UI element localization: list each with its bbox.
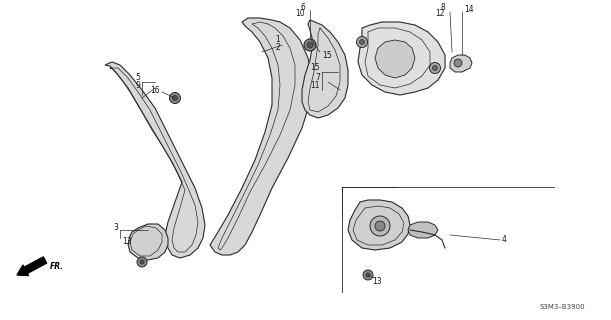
Text: 15: 15 [310, 63, 320, 73]
Text: 12: 12 [436, 10, 445, 19]
Circle shape [363, 270, 373, 280]
FancyArrow shape [17, 257, 46, 276]
Text: 5: 5 [135, 74, 140, 83]
Polygon shape [105, 62, 205, 258]
Polygon shape [302, 20, 348, 118]
Text: 9: 9 [135, 81, 140, 90]
Text: 6: 6 [300, 3, 305, 12]
Circle shape [433, 66, 437, 70]
Text: 13: 13 [372, 277, 382, 286]
Text: 4: 4 [502, 236, 507, 244]
Circle shape [304, 39, 316, 51]
Text: 11: 11 [310, 82, 320, 91]
Text: S3M3–B3900: S3M3–B3900 [540, 304, 585, 310]
Circle shape [307, 42, 313, 48]
Polygon shape [348, 200, 410, 250]
Circle shape [430, 62, 441, 74]
Circle shape [366, 273, 370, 277]
Polygon shape [375, 40, 415, 78]
Circle shape [375, 221, 385, 231]
Circle shape [370, 216, 390, 236]
Text: FR.: FR. [50, 262, 64, 271]
Polygon shape [408, 222, 438, 238]
Polygon shape [210, 18, 312, 255]
Text: 14: 14 [464, 5, 474, 14]
Polygon shape [128, 224, 168, 260]
Circle shape [137, 257, 147, 267]
Text: 13: 13 [122, 237, 131, 246]
Text: 16: 16 [150, 85, 160, 94]
Text: 7: 7 [315, 74, 320, 83]
Circle shape [172, 95, 178, 100]
Polygon shape [450, 55, 472, 72]
Circle shape [454, 59, 462, 67]
Polygon shape [358, 22, 445, 95]
Text: 2: 2 [275, 43, 280, 52]
Text: 15: 15 [322, 51, 332, 60]
Text: 3: 3 [113, 223, 118, 233]
Text: 10: 10 [295, 10, 305, 19]
Circle shape [169, 92, 180, 103]
Circle shape [356, 36, 367, 47]
Circle shape [140, 260, 144, 264]
Text: 1: 1 [275, 36, 280, 44]
Text: 8: 8 [441, 4, 445, 12]
Circle shape [359, 39, 365, 44]
